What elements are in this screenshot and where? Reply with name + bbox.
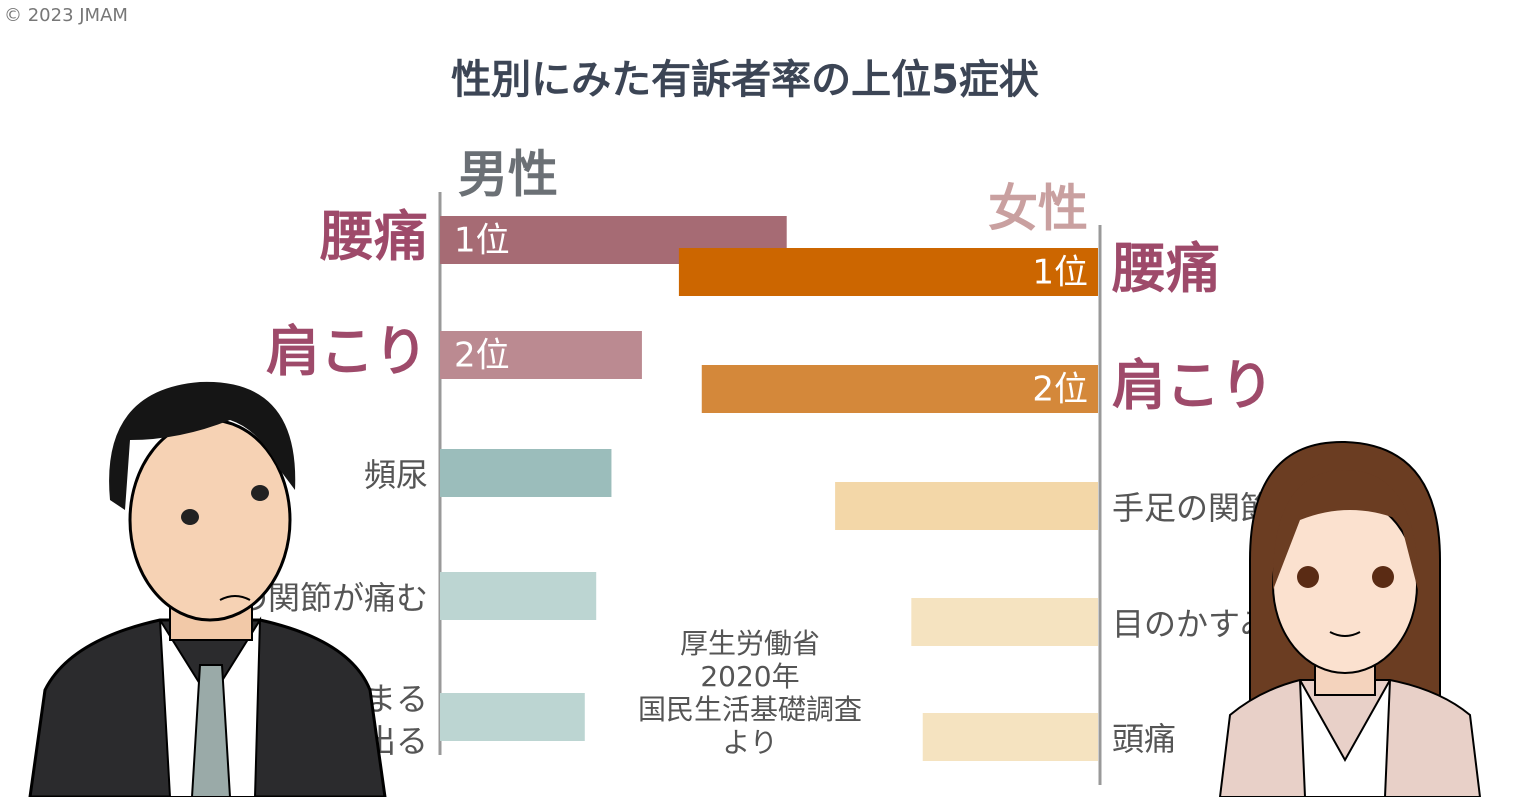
rank-label: 1位 [454,221,510,261]
bar [440,331,642,379]
rank-label: 1位 [1032,253,1088,293]
woman-illustration [1218,440,1482,797]
bar [922,713,1098,761]
bar [835,482,1098,530]
source-note: 国民生活基礎調査 [638,693,862,726]
bar [440,449,612,497]
source-note: 2020年 [700,660,799,693]
source-note: 厚生労働省 [680,627,820,660]
panel-title: 男性 [458,146,558,204]
category-label: 頻尿 [364,456,428,494]
bar [678,248,1098,296]
category-label: 腰痛 [320,205,428,268]
bar [911,598,1098,646]
rank-label: 2位 [1032,370,1088,410]
man-illustration [28,381,387,797]
bar [440,693,585,741]
category-label: 頭痛 [1112,720,1176,758]
copyright: © 2023 JMAM [4,5,128,26]
category-label: 肩こり [266,320,428,383]
category-label: 目のかすみ [1112,605,1272,643]
source-note: より [722,726,777,759]
chart-title: 性別にみた有訴者率の上位5症状 [451,57,1040,103]
category-label: 肩こり [1112,354,1274,417]
bar [440,572,597,620]
bar [701,365,1098,413]
category-label: 腰痛 [1112,237,1220,300]
panel-title: 女性 [988,180,1088,238]
rank-label: 2位 [454,336,510,376]
